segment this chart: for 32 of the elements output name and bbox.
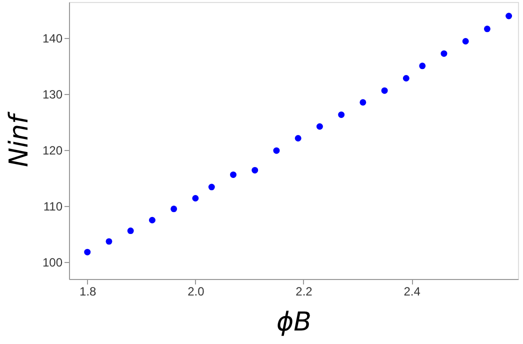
point bbox=[252, 166, 258, 174]
x-tick-label: 2.2 bbox=[296, 284, 313, 298]
y-axis-title: Ninf bbox=[4, 111, 34, 168]
y-tick-label: 100 bbox=[42, 256, 63, 270]
y-tick-label: 120 bbox=[42, 144, 63, 158]
point bbox=[402, 75, 410, 82]
point bbox=[462, 38, 469, 44]
point bbox=[440, 50, 448, 57]
x-tick-label: 2.4 bbox=[404, 284, 421, 298]
point bbox=[127, 228, 134, 234]
point bbox=[170, 206, 178, 212]
point bbox=[192, 195, 199, 202]
y-tick-label: 140 bbox=[42, 31, 63, 46]
y-tick-label: 130 bbox=[42, 87, 63, 102]
point bbox=[316, 123, 323, 130]
point bbox=[230, 171, 236, 178]
point bbox=[506, 12, 512, 20]
point bbox=[338, 111, 345, 118]
y-tick-label: 110 bbox=[43, 200, 63, 214]
point bbox=[381, 87, 388, 94]
point bbox=[294, 135, 302, 142]
point bbox=[106, 238, 112, 245]
point bbox=[208, 184, 215, 190]
x-axis-title: ϕB bbox=[276, 308, 312, 338]
point bbox=[419, 62, 426, 70]
point bbox=[148, 216, 156, 224]
point bbox=[360, 99, 366, 106]
x-tick-label: 1.8 bbox=[80, 284, 97, 298]
point bbox=[84, 248, 91, 256]
x-tick-label: 2.0 bbox=[188, 284, 205, 298]
point bbox=[273, 147, 280, 154]
point bbox=[484, 26, 490, 32]
